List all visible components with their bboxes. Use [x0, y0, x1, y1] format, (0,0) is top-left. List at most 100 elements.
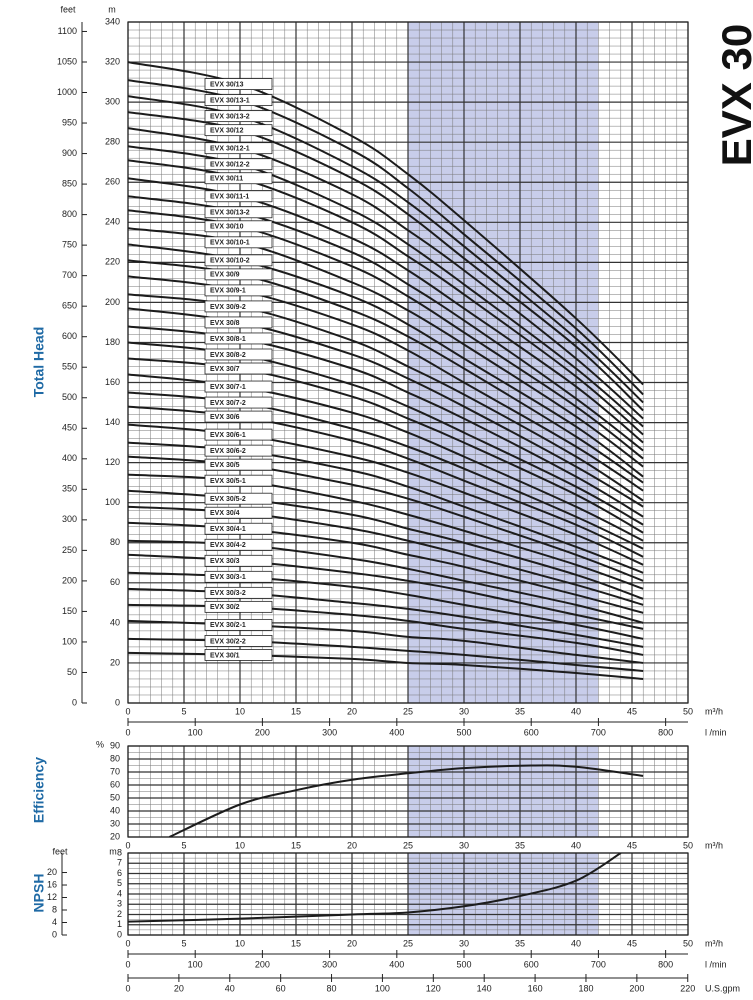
- curve-label-box: [204, 220, 273, 233]
- x2-tick-label: 700: [591, 727, 606, 737]
- x3-tick-label: 0: [125, 983, 130, 993]
- curve-label: EVX 30/3-2: [210, 590, 246, 597]
- y-tick-label: 100: [105, 497, 120, 507]
- curve-label: EVX 30/6: [210, 414, 240, 421]
- y-tick-label: 60: [110, 779, 120, 789]
- x-tick-label: 40: [571, 938, 581, 948]
- curve-label-box: [204, 428, 273, 441]
- curve-label-box: [204, 635, 273, 647]
- y-tick-label: 260: [105, 177, 120, 187]
- curve-label-box: [204, 410, 273, 423]
- x-tick-label: 0: [125, 840, 130, 850]
- curve-label: EVX 30/7: [210, 366, 240, 373]
- curve-label-box: [204, 458, 273, 471]
- x-tick-label: 50: [683, 938, 693, 948]
- curve-label: EVX 30/7-2: [210, 400, 246, 407]
- x2-tick-label: 600: [524, 727, 539, 737]
- x-tick-label: 25: [403, 840, 413, 850]
- y2-tick-label: 0: [52, 929, 57, 939]
- x3-tick-label: 20: [174, 983, 184, 993]
- y-tick-label: 4: [117, 888, 122, 898]
- curve-label-box: [204, 268, 273, 281]
- curve-label: EVX 30/3: [210, 558, 240, 565]
- y2-axis-unit: feet: [60, 4, 76, 14]
- curve-label-box: [204, 554, 273, 567]
- curve-label-box: [204, 649, 273, 661]
- curve-label-box: [204, 94, 273, 107]
- y2-tick-label: 16: [47, 879, 57, 889]
- curve-label: EVX 30/4-1: [210, 526, 246, 533]
- curve-label-box: [204, 600, 273, 613]
- plot-frame: [127, 852, 689, 936]
- y-tick-label: 220: [105, 257, 120, 267]
- y-tick-label: 120: [105, 457, 120, 467]
- y-tick-label: 40: [110, 805, 120, 815]
- curve-label-box: [204, 522, 273, 535]
- y2-tick-label: 950: [62, 117, 77, 127]
- x-tick-label: 45: [627, 706, 637, 716]
- x-tick-label: 45: [627, 938, 637, 948]
- curve-label: EVX 30/12: [210, 128, 244, 135]
- y-tick-label: 70: [110, 766, 120, 776]
- x-tick-label: 15: [291, 938, 301, 948]
- x-tick-label: 15: [291, 706, 301, 716]
- x2-tick-label: 600: [524, 959, 539, 969]
- curve-label-box: [204, 380, 273, 393]
- curve-label: EVX 30/13-2: [210, 113, 250, 120]
- y-tick-label: 180: [105, 337, 120, 347]
- curve-label-box: [204, 206, 273, 219]
- x-tick-label: 35: [515, 840, 525, 850]
- y-axis-unit: %: [96, 739, 104, 749]
- curve-label: EVX 30/2: [210, 604, 240, 611]
- x-tick-label: 10: [235, 706, 245, 716]
- x2-tick-label: 500: [456, 959, 471, 969]
- y2-tick-label: 700: [62, 270, 77, 280]
- x-tick-label: 20: [347, 706, 357, 716]
- x-axis-unit: m³/h: [705, 938, 723, 948]
- y2-tick-label: 600: [62, 331, 77, 341]
- curve-label-box: [204, 190, 273, 203]
- curve-label: EVX 30/10-1: [210, 240, 250, 247]
- y-tick-label: 240: [105, 217, 120, 227]
- curve-label: EVX 30/12-1: [210, 146, 250, 153]
- curve-label-box: [204, 254, 273, 267]
- x2-tick-label: 800: [658, 727, 673, 737]
- curve-label: EVX 30/11: [210, 176, 243, 183]
- y2-tick-label: 12: [47, 892, 57, 902]
- x2-tick-label: 400: [389, 727, 404, 737]
- y-tick-label: 2: [117, 909, 122, 919]
- curve-label-box: [204, 444, 273, 457]
- y-tick-label: 20: [110, 831, 120, 841]
- x2-axis-unit: l /min: [705, 727, 727, 737]
- x-tick-label: 40: [571, 706, 581, 716]
- x3-axis-unit: U.S.gpm: [705, 983, 740, 993]
- y2-tick-label: 150: [62, 606, 77, 616]
- x2-tick-label: 800: [658, 959, 673, 969]
- curve-label-box: [204, 570, 273, 583]
- y2-tick-label: 8: [52, 904, 57, 914]
- chart-title: EVX 30: [713, 24, 753, 166]
- curve-label-box: [204, 586, 273, 599]
- y-tick-label: 200: [105, 297, 120, 307]
- plot-frame: [127, 21, 689, 704]
- curve-label-box: [204, 142, 273, 155]
- x3-tick-label: 80: [327, 983, 337, 993]
- y-tick-label: 320: [105, 56, 120, 66]
- curve-label: EVX 30/9: [210, 272, 240, 279]
- x2-tick-label: 0: [125, 727, 130, 737]
- y2-tick-label: 450: [62, 423, 77, 433]
- y-tick-label: 300: [105, 96, 120, 106]
- curve-label-box: [204, 332, 273, 345]
- x-axis-unit: m³/h: [705, 840, 723, 850]
- y-tick-label: 280: [105, 137, 120, 147]
- x2-tick-label: 700: [591, 959, 606, 969]
- curve-label: EVX 30/13: [210, 81, 244, 88]
- x-tick-label: 5: [181, 938, 186, 948]
- x2-tick-label: 500: [456, 727, 471, 737]
- y2-axis-unit: feet: [52, 846, 68, 856]
- curve-label: EVX 30/6-2: [210, 448, 246, 455]
- x-tick-label: 20: [347, 938, 357, 948]
- y2-tick-label: 200: [62, 575, 77, 585]
- curve-label: EVX 30/12-2: [210, 162, 250, 169]
